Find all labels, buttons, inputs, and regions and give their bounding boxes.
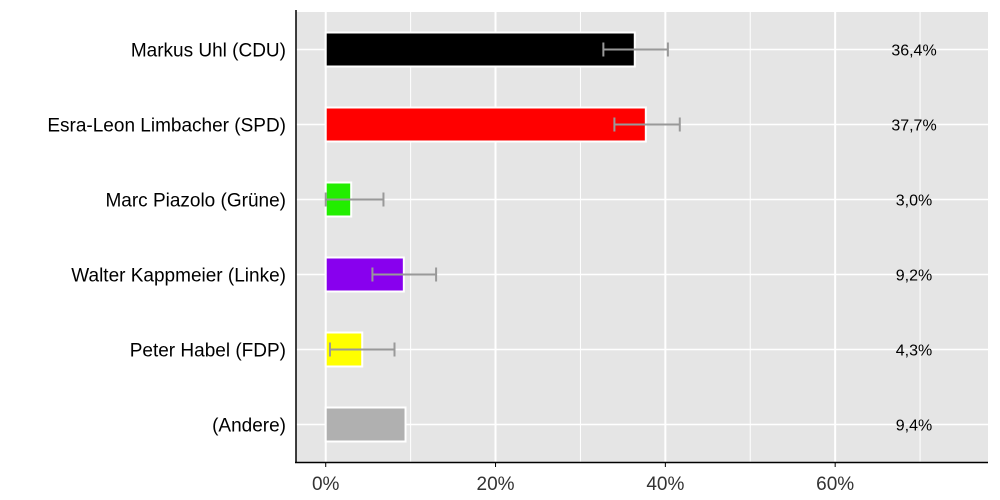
category-label: Marc Piazolo (Grüne) xyxy=(105,191,286,212)
value-label: 4,3% xyxy=(896,343,932,360)
category-label: Markus Uhl (CDU) xyxy=(131,41,286,62)
value-label: 9,4% xyxy=(896,418,932,435)
x-tick-label: 20% xyxy=(477,474,515,495)
error-bars xyxy=(324,42,681,357)
labels: Markus Uhl (CDU) 36,4% Esra-Leon Limbacher… xyxy=(47,41,936,437)
bar xyxy=(324,31,636,68)
x-tick-label: 40% xyxy=(646,474,684,495)
x-tick-label: 0% xyxy=(312,474,340,495)
value-label: 36,4% xyxy=(891,43,936,60)
value-label: 9,2% xyxy=(896,268,932,285)
value-label: 37,7% xyxy=(891,118,936,135)
bar xyxy=(324,106,647,143)
x-tick-label: 60% xyxy=(816,474,854,495)
category-label: Walter Kappmeier (Linke) xyxy=(71,266,286,287)
category-label: Esra-Leon Limbacher (SPD) xyxy=(47,116,286,137)
bar xyxy=(324,406,407,443)
plot-background xyxy=(296,12,988,462)
x-axis-ticks: 0% 20% 40% 60% xyxy=(312,462,854,495)
value-label: 3,0% xyxy=(896,193,932,210)
category-label: (Andere) xyxy=(212,416,286,437)
category-label: Peter Habel (FDP) xyxy=(130,341,286,362)
